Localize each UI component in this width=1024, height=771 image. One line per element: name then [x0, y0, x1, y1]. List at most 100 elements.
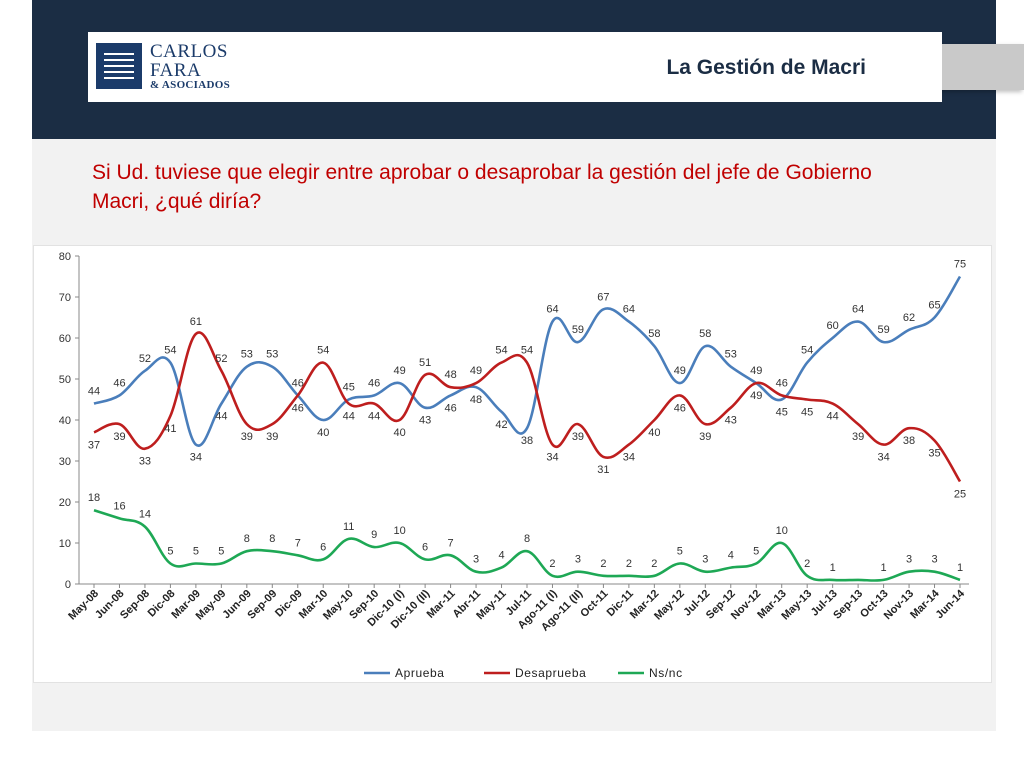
- data-label-aprueba: 54: [801, 345, 813, 357]
- data-label-nsnc: 6: [422, 541, 428, 553]
- data-label-aprueba: 67: [597, 291, 609, 303]
- x-tick-label: May-08: [66, 588, 101, 623]
- data-label-nsnc: 5: [677, 546, 683, 558]
- data-label-desaprueba: 54: [317, 345, 329, 357]
- data-label-nsnc: 9: [371, 529, 377, 541]
- data-label-desaprueba: 39: [266, 431, 278, 443]
- y-tick-label: 10: [59, 538, 71, 550]
- data-label-aprueba: 52: [139, 353, 151, 365]
- data-label-aprueba: 49: [394, 365, 406, 377]
- data-label-desaprueba: 48: [444, 369, 456, 381]
- data-label-aprueba: 53: [241, 349, 253, 361]
- data-label-aprueba: 44: [88, 386, 100, 398]
- data-label-aprueba: 64: [623, 304, 635, 316]
- data-label-desaprueba: 44: [343, 411, 355, 423]
- data-label-nsnc: 16: [113, 500, 125, 512]
- data-label-desaprueba: 39: [572, 431, 584, 443]
- logo-line-1: CARLOS: [150, 40, 228, 62]
- data-label-desaprueba: 25: [954, 489, 966, 501]
- data-label-nsnc: 8: [524, 533, 530, 545]
- x-tick-label: Oct-11: [578, 588, 610, 620]
- data-label-desaprueba: 46: [776, 377, 788, 389]
- survey-question: Si Ud. tuviese que elegir entre aprobar …: [92, 161, 872, 213]
- data-label-aprueba: 46: [368, 377, 380, 389]
- logo-line-2: FARA: [150, 59, 202, 81]
- data-label-desaprueba: 54: [495, 345, 507, 357]
- data-label-aprueba: 34: [190, 452, 202, 464]
- legend-label-aprueba: Aprueba: [395, 666, 445, 680]
- data-label-aprueba: 38: [521, 435, 533, 447]
- data-label-aprueba: 75: [954, 259, 966, 271]
- data-label-desaprueba: 40: [394, 427, 406, 439]
- data-label-desaprueba: 44: [368, 411, 380, 423]
- data-label-desaprueba: 35: [928, 448, 940, 460]
- data-label-desaprueba: 39: [852, 431, 864, 443]
- data-label-aprueba: 59: [572, 324, 584, 336]
- data-label-nsnc: 3: [473, 554, 479, 566]
- series-line-aprueba: [93, 275, 962, 447]
- data-label-desaprueba: 54: [521, 345, 533, 357]
- data-label-desaprueba: 34: [546, 452, 558, 464]
- data-label-aprueba: 42: [495, 419, 507, 431]
- data-label-nsnc: 5: [167, 546, 173, 558]
- data-label-aprueba: 53: [266, 349, 278, 361]
- data-label-desaprueba: 34: [877, 452, 889, 464]
- logo-mark-icon: [96, 43, 142, 89]
- data-label-aprueba: 59: [877, 324, 889, 336]
- data-label-nsnc: 5: [218, 546, 224, 558]
- data-label-nsnc: 7: [448, 537, 454, 549]
- data-label-nsnc: 5: [193, 546, 199, 558]
- data-label-desaprueba: 49: [750, 390, 762, 402]
- data-label-nsnc: 2: [626, 558, 632, 570]
- legend-label-desaprueba: Desaprueba: [515, 666, 586, 680]
- y-tick-label: 0: [65, 579, 71, 591]
- data-label-nsnc: 14: [139, 509, 151, 521]
- page-title: La Gestión de Macri: [666, 56, 866, 79]
- data-label-nsnc: 4: [728, 550, 734, 562]
- header-box: [88, 32, 942, 102]
- data-label-desaprueba: 43: [725, 415, 737, 427]
- data-label-nsnc: 10: [776, 525, 788, 537]
- data-label-aprueba: 46: [113, 377, 125, 389]
- data-label-aprueba: 46: [444, 402, 456, 414]
- data-label-aprueba: 58: [648, 328, 660, 340]
- x-tick-label: Jun-14: [934, 587, 968, 621]
- data-label-nsnc: 2: [549, 558, 555, 570]
- data-label-nsnc: 10: [394, 525, 406, 537]
- logo-text: CARLOS FARA & ASOCIADOS: [150, 42, 230, 91]
- data-label-nsnc: 8: [269, 533, 275, 545]
- data-label-desaprueba: 61: [190, 316, 202, 328]
- data-label-nsnc: 3: [575, 554, 581, 566]
- legend-label-nsnc: Ns/nc: [649, 666, 683, 680]
- data-label-aprueba: 46: [292, 377, 304, 389]
- data-label-nsnc: 5: [753, 546, 759, 558]
- logo-line-3: & ASOCIADOS: [150, 78, 231, 91]
- series-line-nsnc: [93, 508, 961, 582]
- company-logo: CARLOS FARA & ASOCIADOS: [96, 40, 256, 92]
- y-tick-label: 50: [59, 374, 71, 386]
- data-label-desaprueba: 34: [623, 452, 635, 464]
- data-label-nsnc: 2: [651, 558, 657, 570]
- data-label-desaprueba: 31: [597, 464, 609, 476]
- data-label-nsnc: 2: [804, 558, 810, 570]
- data-label-desaprueba: 40: [648, 427, 660, 439]
- data-label-aprueba: 62: [903, 312, 915, 324]
- data-label-aprueba: 43: [419, 415, 431, 427]
- data-label-nsnc: 1: [957, 562, 963, 574]
- data-label-desaprueba: 37: [88, 439, 100, 451]
- data-label-desaprueba: 33: [139, 456, 151, 468]
- chart-container: 0 10 20 30 40 50 60 70 80 May-08 Jun-08 Sep-08 Dic-0…: [33, 245, 992, 683]
- data-label-desaprueba: 52: [215, 353, 227, 365]
- data-label-aprueba: 40: [317, 427, 329, 439]
- data-label-aprueba: 49: [750, 365, 762, 377]
- data-label-nsnc: 8: [244, 533, 250, 545]
- data-label-aprueba: 48: [470, 394, 482, 406]
- data-label-desaprueba: 49: [470, 365, 482, 377]
- series-line-desaprueba: [93, 331, 962, 483]
- data-label-desaprueba: 46: [674, 402, 686, 414]
- data-label-desaprueba: 39: [699, 431, 711, 443]
- data-label-aprueba: 58: [699, 328, 711, 340]
- data-label-nsnc: 3: [702, 554, 708, 566]
- data-label-desaprueba: 45: [801, 407, 813, 419]
- data-label-desaprueba: 51: [419, 357, 431, 369]
